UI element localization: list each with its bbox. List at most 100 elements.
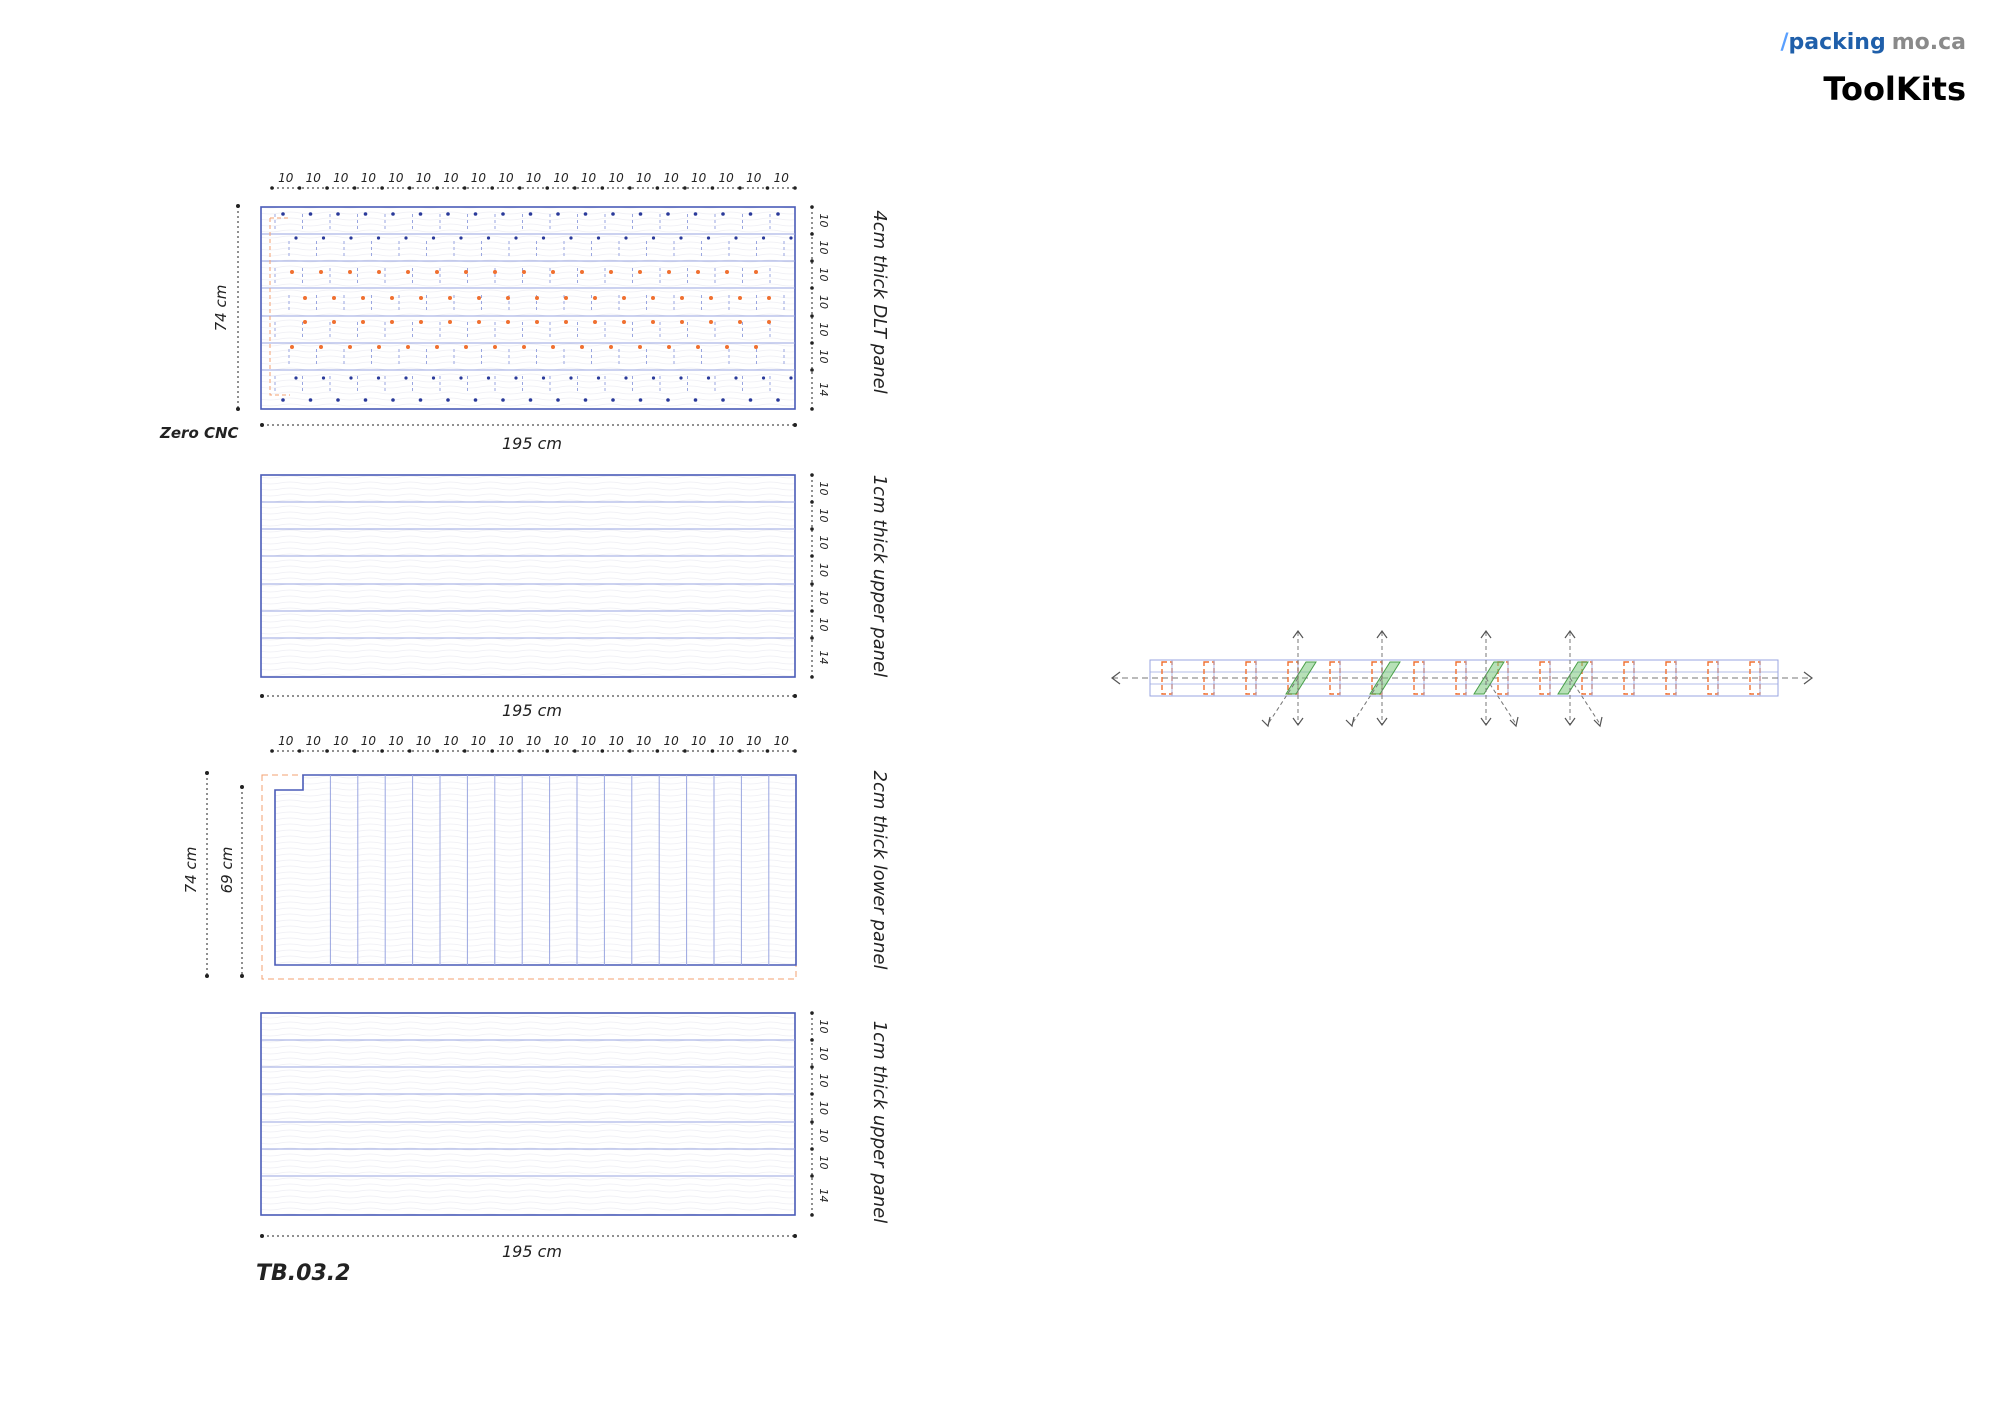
- dowel-dot: [308, 212, 313, 216]
- dim-tick: [572, 749, 577, 753]
- dowel-dot: [459, 376, 463, 380]
- arrow-right-icon: [1803, 671, 1813, 685]
- dowel-dot: [611, 398, 615, 402]
- upper-panel-1-outline: [260, 474, 796, 678]
- dim-tick: [810, 636, 814, 640]
- lower-outer-height-label: 74 cm: [182, 847, 200, 894]
- dowel-dot-orange: [319, 270, 323, 274]
- brand-packing: packing: [1788, 30, 1886, 55]
- dim-tick: [810, 609, 814, 613]
- dim-value: 10: [817, 1129, 830, 1143]
- dowel-dot: [281, 398, 285, 402]
- dowel-dot: [651, 376, 656, 380]
- dowel-dot-orange: [638, 345, 642, 349]
- dim-tick: [810, 527, 814, 531]
- dowel-dot: [789, 376, 793, 380]
- dim-value: 10: [817, 295, 830, 309]
- dowel-dot: [486, 236, 491, 240]
- dim-tick: [628, 749, 632, 753]
- dim-value: 10: [817, 1047, 830, 1061]
- dowel-dot: [583, 212, 588, 216]
- dowel-dot-orange: [348, 270, 352, 274]
- dowel-dot: [706, 376, 711, 380]
- dim-tick: [793, 749, 797, 753]
- dim-tick: [810, 259, 814, 263]
- dim-tick: [683, 749, 687, 753]
- upper-panel-1-label: 1cm thick upper panel: [869, 475, 890, 678]
- dim-value: 10: [306, 734, 322, 748]
- dim-tick: [793, 186, 797, 190]
- arrow-diagonal-icon: [1593, 716, 1603, 728]
- dowel-dot-orange: [667, 345, 671, 349]
- dowel-dot-orange: [709, 296, 713, 300]
- dim-tick: [490, 749, 495, 753]
- dim-tick: [270, 749, 274, 753]
- dowel-dot: [349, 236, 353, 240]
- dim-tick: [683, 186, 687, 190]
- dim-value: 10: [581, 734, 597, 748]
- dim-value: 10: [817, 323, 830, 337]
- dim-tick: [710, 186, 715, 190]
- dowel-dot-orange: [522, 270, 526, 274]
- dlt-panel-dowel-dots: [281, 212, 793, 402]
- dowel-dot-orange: [593, 320, 597, 324]
- dowel-dot: [431, 236, 436, 240]
- dim-tick: [462, 186, 467, 190]
- dowel-dot: [308, 398, 313, 402]
- dim-value: 10: [691, 734, 707, 748]
- dowel-dot-orange: [477, 296, 481, 300]
- dowel-dot: [693, 398, 698, 402]
- dowel-dot-orange: [725, 345, 729, 349]
- upper-panel-2-outline: [260, 1012, 796, 1216]
- connector-diagonal: [1351, 677, 1383, 725]
- arrow-diagonal-icon: [1509, 716, 1519, 728]
- dowel-dot-orange: [725, 270, 729, 274]
- connector-diagonal: [1569, 677, 1601, 725]
- dlt-height-label: 74 cm: [212, 285, 230, 332]
- dim-value: 10: [416, 171, 432, 185]
- dowel-dot: [666, 212, 670, 216]
- brand-logo: /packing mo.ca: [1780, 30, 1966, 55]
- dim-tick: [517, 186, 522, 190]
- dim-value: 10: [608, 171, 624, 185]
- dowel-dot: [679, 376, 683, 380]
- dim-tick: [435, 749, 439, 753]
- dim-tick: [407, 186, 412, 190]
- dowel-dot: [501, 398, 505, 402]
- dowel-dot-orange: [290, 270, 294, 274]
- dowel-dot-orange: [390, 320, 394, 324]
- dowel-dot-orange: [506, 320, 510, 324]
- dowel-dot-orange: [767, 320, 771, 324]
- dim-tick: [628, 186, 632, 190]
- dowel-dot: [431, 376, 436, 380]
- dim-tick: [765, 186, 770, 190]
- dowel-dot-orange: [580, 270, 584, 274]
- dim-value: 10: [817, 350, 830, 364]
- dim-tick: [297, 186, 302, 190]
- dowel-dot: [404, 236, 408, 240]
- dowel-dot-orange: [390, 296, 394, 300]
- dim-value: 14: [817, 651, 830, 665]
- dowel-dot-orange: [448, 296, 452, 300]
- dowel-dot-orange: [667, 270, 671, 274]
- dowel-dot: [761, 236, 766, 240]
- dim-tick: [655, 749, 660, 753]
- dowel-dot: [459, 236, 463, 240]
- dim-tick: [810, 675, 814, 679]
- dowel-dot: [666, 398, 670, 402]
- dowel-dot: [734, 236, 738, 240]
- dowel-dot: [556, 212, 560, 216]
- dim-value: 10: [817, 591, 830, 605]
- dowel-dot: [638, 212, 643, 216]
- dowel-dot: [679, 236, 683, 240]
- dim-tick: [572, 186, 577, 190]
- connector-shape: [1473, 661, 1505, 695]
- arrow-diagonal-icon: [1345, 716, 1355, 728]
- dim-tick: [793, 1234, 797, 1238]
- upper-panel-1-side-dimensions: 10 10 10 10 10 10 14: [810, 473, 830, 679]
- dowel-dot-orange: [696, 345, 700, 349]
- dim-value: 10: [817, 1020, 830, 1034]
- dowel-dot-orange: [319, 345, 323, 349]
- dim-tick: [325, 749, 329, 753]
- dlt-panel-label: 4cm thick DLT panel: [869, 210, 890, 393]
